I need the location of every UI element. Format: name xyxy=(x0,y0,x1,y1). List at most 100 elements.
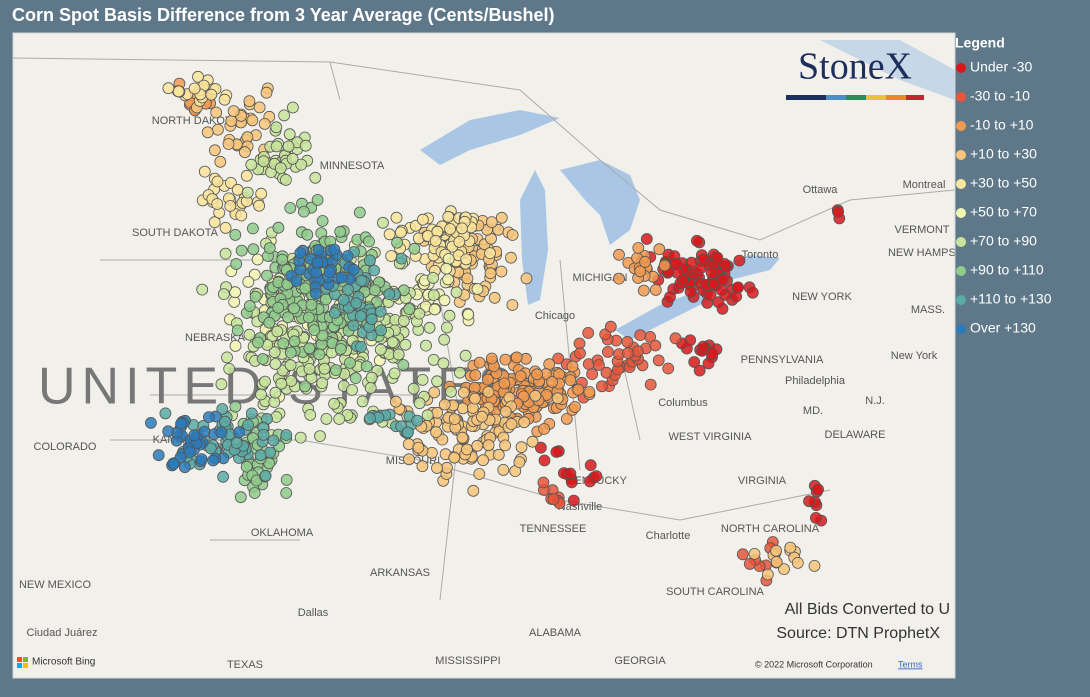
bid-dot xyxy=(460,443,473,456)
bid-dot xyxy=(243,328,256,341)
legend-swatch xyxy=(956,179,966,189)
bid-dot xyxy=(471,439,484,452)
bid-dot xyxy=(600,366,613,379)
bid-dot xyxy=(303,362,316,375)
bid-dot xyxy=(235,209,248,222)
bid-dot xyxy=(188,82,201,95)
bid-dot xyxy=(355,274,368,287)
bid-dot xyxy=(274,162,287,175)
bid-dot xyxy=(427,289,440,302)
bid-dot xyxy=(374,305,387,318)
bid-dot xyxy=(560,412,573,425)
bid-dot xyxy=(353,206,366,219)
bid-dot xyxy=(219,221,232,234)
bid-dot xyxy=(770,556,783,568)
bid-dot xyxy=(202,411,215,424)
bid-dot xyxy=(471,283,484,295)
map-label: NEW YORK xyxy=(792,291,852,303)
map-label: DELAWARE xyxy=(825,429,886,441)
bid-dot xyxy=(685,256,698,269)
bid-dot xyxy=(693,364,706,377)
map-label: SOUTH CAROLINA xyxy=(666,586,764,598)
bid-dot xyxy=(196,283,209,296)
bid-dot xyxy=(547,493,560,506)
bid-dot xyxy=(395,252,408,265)
bid-dot xyxy=(416,460,429,473)
bid-dot xyxy=(551,392,564,405)
bid-dot xyxy=(303,342,316,355)
bid-dot xyxy=(482,385,495,398)
bid-dot xyxy=(791,557,804,569)
bid-dot xyxy=(215,378,228,391)
bid-dot xyxy=(286,101,299,114)
bid-dot xyxy=(550,446,563,458)
bid-dot xyxy=(442,253,455,265)
bid-dot xyxy=(284,359,297,372)
bid-dot xyxy=(450,286,463,299)
bid-dot xyxy=(208,144,221,157)
bid-dot xyxy=(242,419,255,431)
bid-dot xyxy=(473,356,486,369)
bid-dot xyxy=(461,272,474,285)
bid-dot xyxy=(241,186,254,199)
bid-dot xyxy=(711,251,724,264)
bid-dot xyxy=(255,388,267,401)
bid-dot xyxy=(279,173,292,186)
bid-dot xyxy=(473,468,486,480)
bid-dot xyxy=(162,82,175,95)
legend-swatch xyxy=(956,92,966,102)
legend-label: +30 to +50 xyxy=(970,175,1037,191)
bid-dot xyxy=(440,461,453,474)
bid-dot xyxy=(535,441,547,454)
bid-dot xyxy=(280,473,293,486)
bid-dot xyxy=(259,469,272,482)
bid-dot xyxy=(538,454,551,467)
terms-link[interactable]: Terms xyxy=(898,659,923,669)
bid-dot xyxy=(460,253,473,266)
bid-dot xyxy=(328,307,341,319)
bid-dot xyxy=(272,301,285,314)
bid-dot xyxy=(294,431,307,444)
bid-dot xyxy=(214,155,227,168)
bid-dot xyxy=(245,158,258,171)
bid-dot xyxy=(484,267,497,280)
bid-dot xyxy=(649,283,662,296)
bid-dot xyxy=(238,146,251,159)
bid-dot xyxy=(613,248,625,261)
bid-dot xyxy=(546,376,558,388)
bid-dot xyxy=(365,313,378,326)
bid-dot xyxy=(564,467,577,480)
map-label: WEST VIRGINIA xyxy=(669,431,753,443)
bid-dot xyxy=(328,397,341,410)
bid-dot xyxy=(314,430,326,443)
bid-dot xyxy=(313,348,326,361)
bid-dot xyxy=(288,335,301,348)
bid-dot xyxy=(482,439,495,452)
bid-dot xyxy=(564,374,577,387)
bid-dot xyxy=(637,284,650,297)
bid-dot xyxy=(640,233,653,245)
bid-dot xyxy=(408,242,421,255)
bid-dot xyxy=(249,290,262,303)
bid-dot xyxy=(459,349,472,362)
bid-dot xyxy=(304,408,317,421)
bid-dot xyxy=(217,288,230,301)
bid-dot xyxy=(269,386,282,399)
bid-dot xyxy=(195,453,208,466)
bid-dot xyxy=(543,358,556,371)
bid-dot xyxy=(210,106,223,119)
legend-label: -30 to -10 xyxy=(970,88,1030,104)
bid-dot xyxy=(267,434,280,447)
copyright: © 2022 Microsoft Corporation xyxy=(755,659,873,669)
bid-dot xyxy=(506,299,519,311)
bid-dot xyxy=(688,356,701,368)
bid-dot xyxy=(294,247,307,259)
bid-dot xyxy=(631,345,644,358)
bid-dot xyxy=(240,460,253,473)
bid-dot xyxy=(743,558,756,570)
bid-dot xyxy=(205,88,218,101)
bid-dot xyxy=(283,128,296,141)
bid-dot xyxy=(257,428,270,441)
bid-dot xyxy=(227,105,240,117)
bid-dot xyxy=(712,296,725,309)
